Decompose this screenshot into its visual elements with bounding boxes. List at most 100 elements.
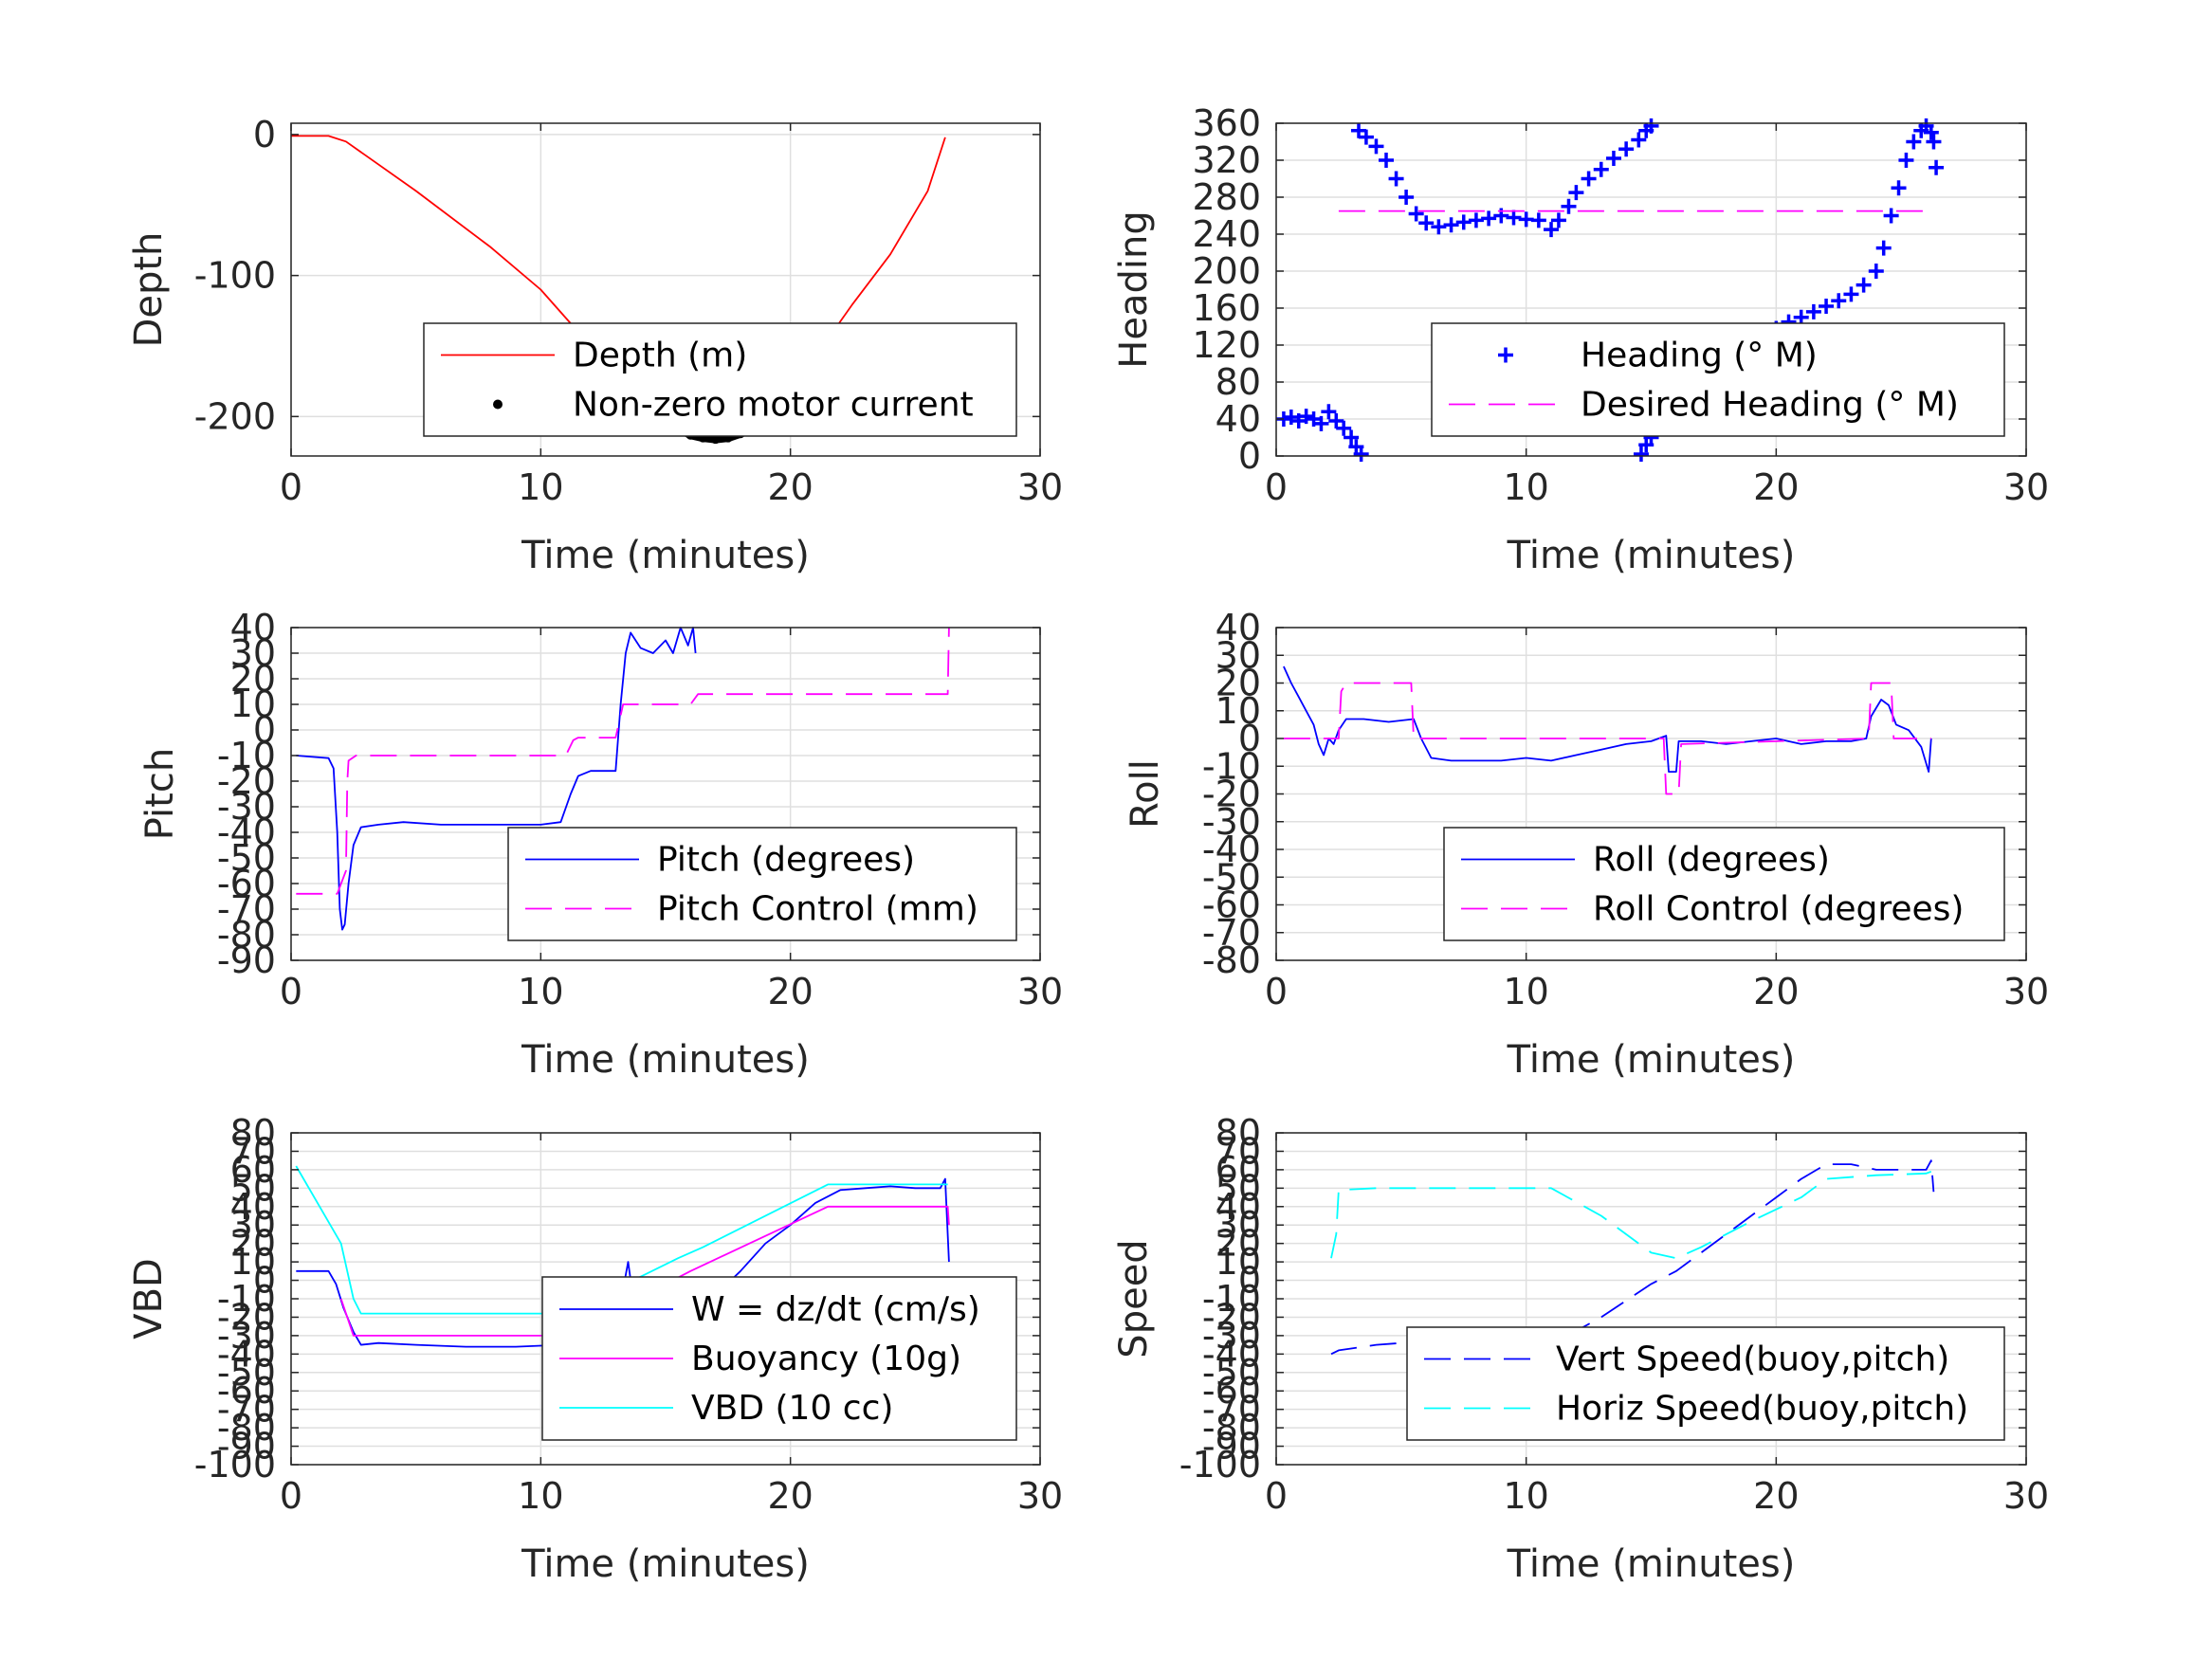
vbd-subplot: 0 10 20 3080706050403020100-10-20-30-40-50-… [127,1112,1063,1586]
vbd-y-tick-label: 60 [230,1149,276,1191]
roll-legend-label: Roll (degrees) [1593,841,1830,880]
pitch-axes-box [290,627,1041,961]
pitch-y-tick-label: -80 [217,914,276,956]
roll-subplot: 0 10 20 30403020100-10-20-30-40-50-60-70-80… [1124,607,2049,1082]
pitch-y-tick-label: 0 [253,709,276,751]
vbd-y-tick-label: 0 [253,1260,276,1302]
heading-series-0-point [1481,210,1497,227]
depth-legend-box [423,322,1017,437]
heading-legend-label: Heading (° M) [1581,337,1818,375]
roll-y-tick-label: 10 [1216,690,1261,732]
vbd-x-tick-label: 20 [767,1475,813,1517]
vbd-y-tick-label: -10 [217,1278,276,1320]
heading-series-0-point [1618,141,1635,157]
pitch-x-tick-label: 30 [1017,971,1063,1012]
vbd-legend-label: Buoyancy (10g) [691,1340,961,1378]
vbd-y-tick-label: 50 [230,1167,276,1209]
heading-series-0-point [1328,412,1344,428]
speed-y-tick-label: 10 [1216,1241,1261,1283]
heading-series-0-point [1875,240,1892,256]
heading-series-0-point [1544,222,1560,238]
heading-series-0-point [1856,277,1872,293]
vbd-y-tick-label: -20 [217,1296,276,1338]
pitch-legend: Pitch (degrees) Pitch Control (mm) [507,827,1017,941]
depth-axes-box [290,122,1041,457]
pitch-x-tick-label: 0 [280,971,302,1012]
vbd-y-tick-label: -60 [217,1370,276,1412]
speed-y-tick-label: -90 [1202,1426,1261,1468]
heading-series-0-point [1631,132,1647,148]
depth-legend-label: Depth (m) [573,337,747,375]
roll-series-1-line [1283,682,1931,795]
pitch-y-tick-label: -50 [217,837,276,879]
heading-series-0-point [1388,171,1404,187]
roll-x-tick-label: 0 [1265,971,1288,1012]
pitch-y-tick-label: -70 [217,888,276,930]
heading-series-0-point [1868,264,1884,279]
pitch-x-tick-label: 20 [767,971,813,1012]
heading-series-0-point [1891,180,1907,196]
heading-series-0-point [1336,420,1352,436]
heading-y-tick-label: 80 [1216,361,1261,403]
depth-legend: Depth (m) Non-zero motor current [423,322,1017,437]
heading-series-0-point [1408,206,1424,222]
speed-y-tick-label: 80 [1216,1112,1261,1154]
vbd-y-tick-label: -40 [217,1333,276,1375]
heading-series-0-point [1298,409,1314,425]
depth-y-axis-label: Depth [127,232,171,348]
speed-y-tick-label: -60 [1202,1370,1261,1412]
heading-series-0-point [1805,303,1821,319]
heading-series-0-point [1929,159,1945,175]
vbd-y-tick-label: -80 [217,1407,276,1449]
roll-y-tick-label: -50 [1202,856,1261,898]
speed-x-tick-label: 30 [2003,1475,2049,1517]
heading-y-tick-label: 320 [1192,139,1261,181]
heading-series-0-point [1368,138,1384,155]
speed-legend: Vert Speed(buoy,pitch) Horiz Speed(buoy,p… [1406,1326,2005,1441]
heading-series-0-point [1468,212,1484,228]
heading-series-0-point [1379,153,1395,168]
roll-legend: Roll (degrees) Roll Control (degrees) [1443,827,2005,941]
roll-y-tick-label: 30 [1216,634,1261,676]
pitch-subplot: 0 10 20 30403020100-10-20-30-40-50-60-70-80… [138,607,1063,1082]
heading-y-tick-label: 280 [1192,176,1261,218]
vbd-y-tick-label: 80 [230,1112,276,1154]
heading-series-0-point [1843,286,1859,302]
heading-series-0-point [1443,217,1459,233]
speed-x-axis-label: Time (minutes) [1507,1542,1796,1586]
vbd-y-tick-label: 70 [230,1130,276,1172]
roll-y-axis-label: Roll [1124,759,1167,829]
roll-y-tick-label: -20 [1202,774,1261,815]
heading-series-0-point [1898,153,1914,168]
vbd-y-tick-label: -70 [217,1389,276,1431]
heading-series-0-point [1550,212,1566,228]
pitch-legend-box [507,827,1017,941]
roll-y-tick-label: 20 [1216,663,1261,704]
heading-series-0-point [1819,299,1835,315]
vbd-y-tick-label: 40 [230,1186,276,1228]
speed-y-tick-label: -100 [1179,1444,1261,1486]
depth-y-tick-label: 0 [253,114,276,155]
vbd-y-tick-label: 20 [230,1223,276,1265]
heading-y-tick-label: 240 [1192,213,1261,255]
speed-y-tick-label: -50 [1202,1352,1261,1394]
heading-series-0-point [1643,118,1659,134]
depth-y-tick-label: -200 [194,395,276,437]
speed-y-tick-label: 30 [1216,1204,1261,1246]
roll-y-tick-label: 0 [1238,718,1261,759]
vbd-x-tick-label: 30 [1017,1475,1063,1517]
pitch-y-tick-label: 40 [230,607,276,648]
speed-y-tick-label: 0 [1238,1260,1261,1302]
heading-series-0-point [1353,447,1369,463]
speed-x-tick-label: 0 [1265,1475,1288,1517]
pitch-y-tick-label: 30 [230,632,276,674]
speed-y-tick-label: 20 [1216,1223,1261,1265]
pitch-y-tick-label: -10 [217,735,276,776]
heading-series-0-point [1633,447,1649,463]
pitch-data [296,627,950,931]
roll-legend-box [1443,827,2005,941]
vbd-legend: W = dz/dt (cm/s) Buoyancy (10g) VBD (10 cc… [541,1276,1017,1441]
speed-y-tick-label: -20 [1202,1296,1261,1338]
depth-y-tick-label: -100 [194,255,276,297]
speed-subplot: 0 10 20 3080706050403020100-10-20-30-40-50-… [1112,1112,2049,1586]
